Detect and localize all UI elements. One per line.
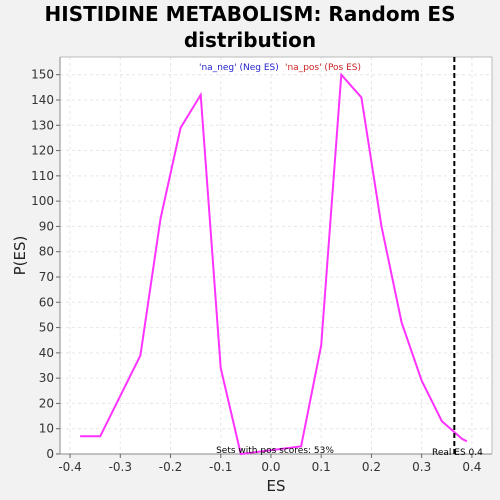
y-tick-label-1: 10	[39, 422, 54, 436]
y-tick-label-8: 80	[39, 245, 54, 259]
y-tick-label-10: 100	[31, 194, 54, 208]
chart-title-line-2: distribution	[183, 28, 317, 52]
y-axis-label: P(ES)	[11, 236, 29, 276]
y-tick-label-2: 20	[39, 396, 54, 410]
x-tick-label-7: 0.3	[412, 460, 431, 474]
y-tick-label-15: 150	[31, 68, 54, 82]
x-tick-label-3: -0.1	[209, 460, 232, 474]
y-tick-label-3: 30	[39, 371, 54, 385]
y-tick-label-11: 110	[31, 169, 54, 183]
x-tick-label-1: -0.3	[109, 460, 132, 474]
y-tick-label-0: 0	[46, 447, 54, 461]
chart-title-line-1: HISTIDINE METABOLISM: Random ES	[44, 2, 456, 26]
y-tick-label-4: 40	[39, 346, 54, 360]
plot-area	[60, 57, 492, 454]
y-tick-label-12: 120	[31, 144, 54, 158]
x-tick-label-8: 0.4	[462, 460, 481, 474]
legend-pos-label: 'na_pos' (Pos ES)	[285, 63, 361, 73]
x-tick-label-6: 0.2	[362, 460, 381, 474]
pos-scores-annotation: Sets with pos scores: 53%	[216, 446, 334, 456]
y-tick-label-14: 140	[31, 93, 54, 107]
y-tick-label-5: 50	[39, 321, 54, 335]
real-es-label: Real ES 0.4	[432, 448, 483, 458]
y-tick-label-13: 130	[31, 118, 54, 132]
x-tick-label-5: 0.1	[312, 460, 331, 474]
y-tick-label-9: 90	[39, 219, 54, 233]
x-tick-label-2: -0.2	[159, 460, 182, 474]
x-tick-label-4: 0.0	[261, 460, 280, 474]
legend-neg-label: 'na_neg' (Neg ES)	[199, 63, 279, 73]
series-line-0	[80, 72, 468, 456]
y-tick-label-6: 60	[39, 295, 54, 309]
x-tick-label-0: -0.4	[58, 460, 81, 474]
x-axis-label: ES	[267, 477, 286, 495]
y-tick-label-7: 70	[39, 270, 54, 284]
